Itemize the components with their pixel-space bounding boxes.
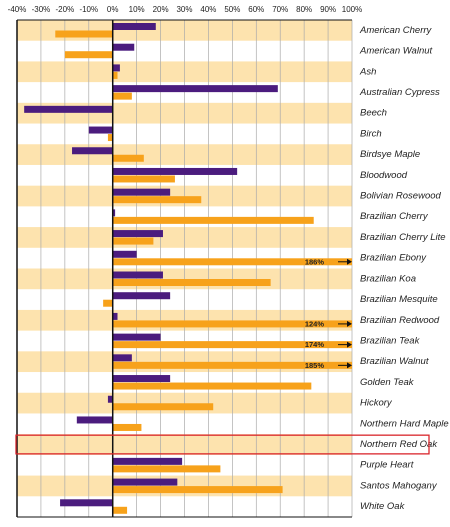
bar	[113, 279, 271, 286]
value-label: 174%	[305, 340, 325, 349]
value-label: 185%	[305, 361, 325, 370]
x-tick-label: -40%	[8, 5, 27, 14]
category-label: American Walnut	[359, 46, 433, 57]
x-tick-label: 30%	[176, 5, 192, 14]
bar	[113, 196, 202, 203]
bar	[113, 334, 161, 341]
bar	[113, 479, 178, 486]
x-tick-label: -20%	[56, 5, 75, 14]
bar	[72, 147, 113, 154]
x-tick-label: 20%	[153, 5, 169, 14]
x-tick-label: -10%	[79, 5, 98, 14]
bar	[113, 375, 170, 382]
category-label: Brazilian Cherry	[360, 211, 429, 222]
category-label: Brazilian Ebony	[360, 253, 427, 264]
category-label: Bloodwood	[360, 170, 408, 181]
value-label: 186%	[305, 257, 325, 266]
bar	[113, 383, 312, 390]
category-label: Golden Teak	[360, 377, 415, 388]
category-label: Brazilian Redwood	[360, 315, 440, 326]
x-tick-label: 70%	[272, 5, 288, 14]
bar	[113, 272, 163, 279]
category-label: Bolivian Rosewood	[360, 191, 442, 202]
bar	[113, 93, 132, 100]
category-label: Purple Heart	[360, 460, 414, 471]
bar	[113, 486, 283, 493]
category-label: Ash	[359, 66, 376, 77]
category-label: Brazilian Cherry Lite	[360, 232, 446, 243]
bar	[103, 300, 113, 307]
value-label: 124%	[305, 319, 325, 328]
bar	[113, 175, 175, 182]
bar	[113, 44, 135, 51]
x-tick-label: 40%	[200, 5, 216, 14]
category-label: American Cherry	[359, 25, 433, 36]
bar	[24, 106, 113, 113]
category-label: White Oak	[360, 501, 406, 512]
category-label: Birch	[360, 128, 382, 139]
bar	[113, 465, 221, 472]
category-label: Northern Red Oak	[360, 439, 438, 450]
category-label: Beech	[360, 108, 387, 119]
category-label: Brazilian Teak	[360, 335, 421, 346]
category-label: Brazilian Koa	[360, 273, 416, 284]
category-label: Australian Cypress	[359, 87, 440, 98]
bar	[65, 51, 113, 58]
bar	[113, 85, 278, 92]
x-tick-label: 50%	[224, 5, 240, 14]
bar	[113, 64, 120, 71]
category-label: Santos Mahogany	[360, 480, 438, 491]
x-tick-label: 80%	[296, 5, 312, 14]
bar	[113, 189, 170, 196]
bar	[113, 23, 156, 30]
category-label: Northern Hard Maple	[360, 418, 449, 429]
bar	[113, 168, 237, 175]
bar	[113, 292, 170, 299]
category-label: Brazilian Walnut	[360, 356, 429, 367]
bar	[113, 507, 127, 514]
bar	[77, 416, 113, 423]
x-tick-label: 0%	[107, 5, 119, 14]
x-tick-label: -30%	[32, 5, 51, 14]
bar	[113, 217, 314, 224]
bar	[113, 238, 154, 245]
category-label: Brazilian Mesquite	[360, 294, 438, 305]
bar	[113, 403, 214, 410]
bar	[55, 31, 112, 38]
x-tick-label: 100%	[342, 5, 362, 14]
bar	[60, 499, 113, 506]
category-label: Birdsye Maple	[360, 149, 420, 160]
bar	[113, 251, 137, 258]
x-tick-label: 90%	[320, 5, 336, 14]
bar	[113, 424, 142, 431]
x-tick-label: 60%	[248, 5, 264, 14]
bar	[113, 230, 163, 237]
bar	[113, 354, 132, 361]
category-label: Hickory	[360, 398, 393, 409]
bar	[113, 458, 182, 465]
bar	[113, 155, 144, 162]
bar	[89, 127, 113, 134]
x-tick-label: 10%	[129, 5, 145, 14]
